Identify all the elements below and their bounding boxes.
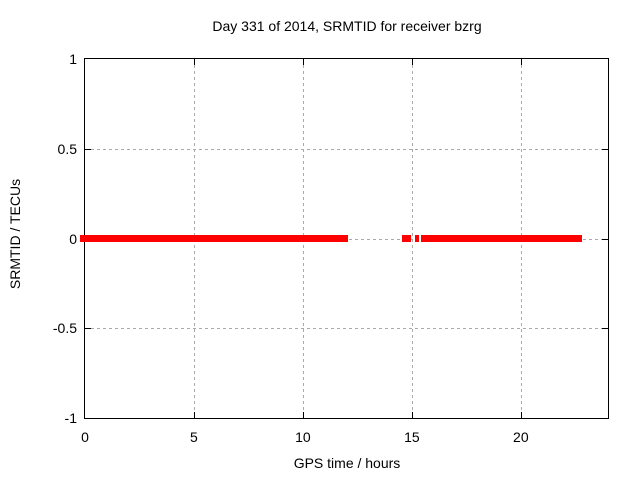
y-tick-label: 1 xyxy=(69,51,77,67)
data-segment xyxy=(402,235,412,242)
x-tick-mark xyxy=(520,412,522,418)
plot-area xyxy=(80,58,609,419)
y-tick-mark xyxy=(602,328,608,330)
x-tick-mark xyxy=(193,412,195,418)
y-gridline xyxy=(85,148,608,150)
data-segment xyxy=(415,235,420,242)
data-segment xyxy=(421,235,583,242)
x-tick-mark xyxy=(302,412,304,418)
x-tick-label: 0 xyxy=(81,429,89,445)
x-tick-mark xyxy=(411,59,413,65)
y-tick-label: -0.5 xyxy=(52,320,77,337)
y-tick-label: -1 xyxy=(64,410,77,426)
y-gridline xyxy=(85,328,608,330)
y-tick-label: 0.5 xyxy=(57,140,77,157)
x-tick-label: 10 xyxy=(295,429,311,445)
x-tick-mark xyxy=(193,59,195,65)
y-tick-mark xyxy=(602,238,608,240)
x-tick-label: 15 xyxy=(404,429,420,445)
x-tick-label: 5 xyxy=(190,429,198,445)
y-tick-mark xyxy=(602,148,608,150)
x-axis-title: GPS time / hours xyxy=(293,455,401,471)
y-tick-mark xyxy=(85,328,91,330)
y-tick-mark xyxy=(85,148,91,150)
y-tick-label: 0 xyxy=(69,230,77,247)
x-tick-mark xyxy=(302,59,304,65)
x-tick-label: 20 xyxy=(513,429,529,445)
data-segment xyxy=(80,235,349,242)
x-tick-mark xyxy=(411,412,413,418)
chart-title: Day 331 of 2014, SRMTID for receiver bzr… xyxy=(212,18,482,34)
x-tick-mark xyxy=(520,59,522,65)
